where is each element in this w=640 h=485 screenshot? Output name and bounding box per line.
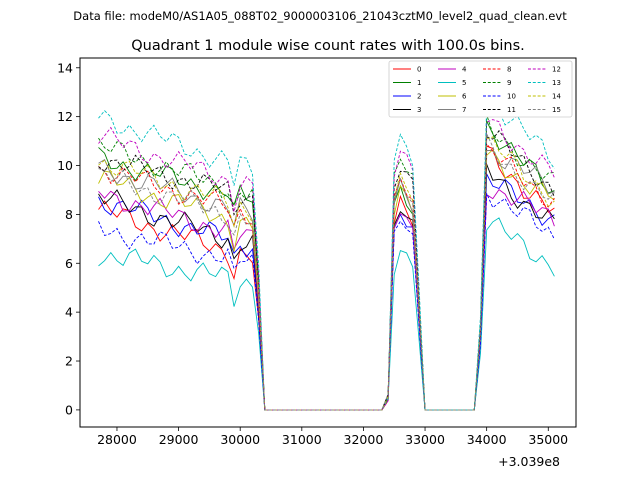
x-tick-label: 32000 xyxy=(344,432,384,447)
legend-label-2: 2 xyxy=(417,93,421,101)
y-tick-label: 8 xyxy=(65,207,73,222)
legend-label-9: 9 xyxy=(507,79,511,87)
x-tick-label: 28000 xyxy=(97,432,137,447)
x-tick-label: 30000 xyxy=(220,432,260,447)
legend-label-4: 4 xyxy=(462,66,467,74)
ticks-layer: 28000 29000 30000 31000 32000 33000 34000 35000… xyxy=(57,60,568,447)
legend-label-6: 6 xyxy=(462,93,467,101)
legend-label-7: 7 xyxy=(462,106,466,114)
series-line-9 xyxy=(98,114,555,411)
x-tick-label: 29000 xyxy=(159,432,199,447)
y-tick-label: 14 xyxy=(57,60,73,75)
x-tick-label: 31000 xyxy=(282,432,322,447)
legend-label-11: 11 xyxy=(507,106,516,114)
data-file-caption: Data file: modeM0/AS1A05_088T02_90000031… xyxy=(73,9,567,23)
y-tick-label: 10 xyxy=(57,158,73,173)
y-tick-label: 4 xyxy=(65,305,73,320)
legend-label-3: 3 xyxy=(417,106,421,114)
legend-label-5: 5 xyxy=(462,79,466,87)
y-tick-label: 0 xyxy=(65,402,73,417)
legend-label-14: 14 xyxy=(552,93,561,101)
legend-label-15: 15 xyxy=(552,106,561,114)
y-tick-label: 2 xyxy=(65,354,73,369)
legend-label-8: 8 xyxy=(507,66,511,74)
y-tick-label: 12 xyxy=(57,109,73,124)
plot-frame xyxy=(79,57,577,428)
series-layer xyxy=(98,100,555,411)
x-tick-label: 34000 xyxy=(467,432,507,447)
x-tick-label: 35000 xyxy=(528,432,568,447)
legend-label-12: 12 xyxy=(552,66,561,74)
legend-label-0: 0 xyxy=(417,66,421,74)
x-tick-label: 33000 xyxy=(405,432,445,447)
series-line-15 xyxy=(98,133,555,411)
x-offset-label: +3.039e8 xyxy=(498,454,560,469)
chart-title: Quadrant 1 module wise count rates with … xyxy=(131,38,525,54)
legend-label-13: 13 xyxy=(552,79,561,87)
legend-label-1: 1 xyxy=(417,79,421,87)
y-tick-label: 6 xyxy=(65,256,73,271)
legend-box xyxy=(388,60,573,118)
legend-label-10: 10 xyxy=(507,93,516,101)
